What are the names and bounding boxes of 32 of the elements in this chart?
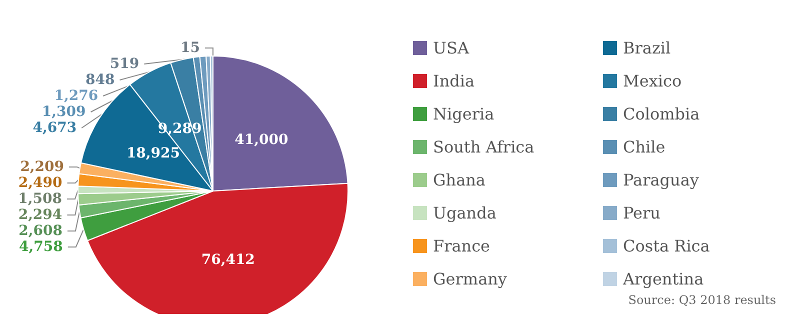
data-label: 1,309 [42,104,86,120]
legend-label: Ghana [433,170,486,190]
data-label: 2,209 [20,158,64,175]
legend-label: Costa Rica [623,236,710,256]
legend-label: South Africa [433,138,535,156]
data-label: 41,000 [234,132,288,148]
legend-label: Paraguay [623,170,699,190]
legend-label: Brazil [623,38,671,58]
legend-label: Peru [623,204,660,222]
data-label: 18,925 [126,146,180,162]
data-label: 4,673 [32,120,77,136]
data-label: 519 [110,56,140,72]
data-label: 2,490 [18,174,62,191]
legend-label: Chile [623,138,666,156]
legend-label: USA [433,38,470,58]
data-label: 1,276 [54,88,98,104]
legend-label: Nigeria [433,104,495,124]
source-note: Source: Q3 2018 results [628,293,776,307]
legend-label: India [433,72,475,90]
legend-label: Argentina [622,270,704,288]
data-label: 1,508 [18,190,62,207]
legend-label: Germany [433,270,507,288]
legend-label: Uganda [433,204,497,222]
data-label: 76,412 [201,252,255,268]
data-label: 15 [180,40,200,56]
legend-label: Colombia [623,104,700,124]
data-label: 2,294 [18,206,62,223]
data-label: 2,608 [18,222,62,239]
legend-label: Mexico [623,72,682,90]
data-label: 848 [86,72,115,88]
data-label: 4,758 [19,238,63,255]
legend-label: France [433,236,490,256]
